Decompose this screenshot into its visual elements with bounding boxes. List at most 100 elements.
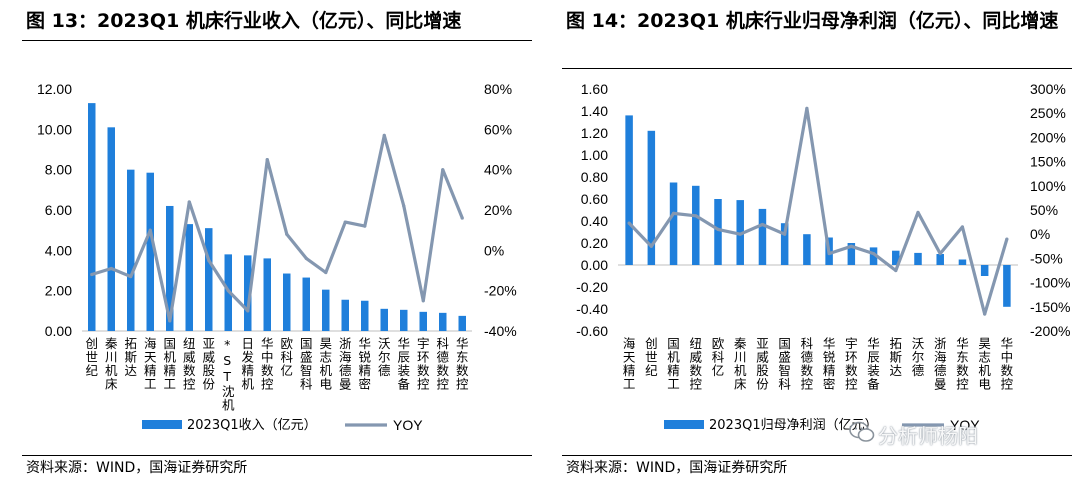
x-tick-label: 国盛智科 [298, 337, 313, 391]
y2-tick-label: 50% [1030, 202, 1058, 218]
x-tick-label: 创世纪 [643, 337, 658, 378]
bar [205, 228, 213, 331]
x-tick-label: 宇环数控 [415, 336, 430, 391]
wechat-icon [849, 421, 875, 442]
yoy-point [168, 319, 172, 323]
yoy-point [460, 216, 464, 220]
legend-swatch-bar [664, 420, 704, 429]
y-tick-label: 0.80 [581, 169, 608, 185]
yoy-point [716, 227, 720, 231]
bar [341, 299, 349, 331]
bar [380, 308, 388, 331]
y2-tick-label: 100% [1030, 178, 1066, 194]
yoy-point [627, 221, 631, 225]
y-tick-label: 0.00 [45, 323, 72, 339]
y2-tick-label: 150% [1030, 154, 1066, 170]
y-tick-label: 2.00 [45, 283, 72, 299]
yoy-line [627, 106, 1009, 316]
yoy-point [187, 200, 191, 204]
x-tick-label: 拓斯达 [122, 337, 137, 378]
x-tick-label: 日发精机 [239, 337, 254, 391]
bar [439, 312, 447, 331]
x-tick-label: 华东数控 [954, 336, 969, 391]
x-tick-label: 昊志机电 [976, 337, 991, 391]
yoy-point [207, 258, 211, 263]
bar [263, 258, 271, 331]
x-tick-label: 秦川机床 [103, 337, 118, 391]
yoy-point [871, 251, 876, 256]
bar [936, 254, 944, 265]
bar [458, 315, 466, 331]
y-tick-label: 0.20 [581, 235, 608, 251]
legend-swatch-bar [142, 420, 182, 429]
y-tick-label: 4.00 [45, 242, 72, 258]
y-tick-label: -0.60 [576, 323, 608, 339]
chart-panel-net-profit: 图 14：2023Q1 机床行业归母净利润（亿元）、同比增速 -0.60 -0.4… [540, 0, 1080, 485]
yoy-point [246, 309, 250, 313]
x-tick-label: 宇环数控 [843, 336, 858, 391]
y2-tick-label: 0% [484, 242, 504, 258]
x-tick-label: 国机精工 [665, 337, 680, 391]
bar [980, 265, 989, 276]
bar [714, 199, 722, 265]
x-tick-label: 亚威股份 [200, 337, 215, 391]
bar [166, 205, 174, 331]
bar [803, 234, 811, 265]
bar [958, 259, 967, 265]
legend-label-bar: 2023Q1归母净利润（亿元） [709, 418, 878, 433]
yoy-point [960, 225, 965, 229]
yoy-point [805, 106, 809, 110]
x-tick-label: 海天精工 [621, 336, 636, 391]
y2-tick-label: 40% [484, 162, 512, 178]
yoy-point [421, 299, 425, 303]
bar [692, 185, 700, 265]
yoy-point [649, 244, 653, 248]
bar [669, 182, 678, 265]
y-tick-label: 1.00 [581, 147, 608, 163]
source-rule [22, 455, 532, 456]
x-tick-label: 沃尔德 [910, 337, 925, 378]
x-tick-label: 华中数控 [259, 336, 274, 391]
y-tick-label: 6.00 [45, 202, 72, 218]
bar [244, 255, 252, 331]
x-tick-label: 科德数控 [434, 337, 449, 391]
x-tick-label: 华东数控 [454, 336, 469, 391]
yoy-point [304, 256, 308, 260]
x-tick-label: 华锐精密 [356, 336, 371, 391]
y2-tick-label: -150% [1030, 299, 1070, 315]
chart-title: 图 14：2023Q1 机床行业归母净利润（亿元）、同比增速 [566, 10, 1059, 32]
yoy-point [129, 274, 133, 279]
bar [283, 273, 291, 331]
x-tick-label: 创世纪 [83, 337, 98, 378]
bar [869, 247, 878, 265]
x-tick-label: 华辰装备 [865, 336, 880, 391]
bar [914, 252, 922, 265]
y-tick-label: 8.00 [45, 162, 72, 178]
x-tick-label: 拓斯达 [887, 337, 902, 378]
bar [625, 115, 633, 266]
yoy-point [285, 232, 289, 236]
bar [892, 250, 900, 265]
revenue-chart: 0.00 2.00 4.00 6.00 8.00 10.00 12.00 -40% -20% 0%… [37, 81, 517, 433]
y2-tick-label: 300% [1030, 81, 1066, 97]
title-rule [22, 40, 532, 41]
yoy-point [226, 289, 230, 293]
legend-label-line: YOY [950, 417, 980, 433]
x-tick-label: 华中数控 [998, 336, 1013, 391]
legend-label-bar: 2023Q1收入（亿元） [187, 418, 317, 433]
y2-tick-label: -40% [484, 323, 517, 339]
y2-tick-label: 80% [484, 81, 512, 97]
bar [647, 130, 656, 265]
legend-label-line: YOY [393, 417, 423, 433]
x-tick-label: 纽威数控 [181, 337, 196, 391]
y2-tick-label: -200% [1030, 323, 1070, 339]
y-tick-label: 0.00 [581, 257, 608, 273]
yoy-point [265, 157, 269, 162]
y-tick-label: 12.00 [37, 81, 72, 97]
yoy-line [91, 133, 464, 323]
x-tick-label: 沃尔德 [376, 337, 391, 378]
y-tick-label: 1.20 [581, 125, 608, 141]
yoy-point [760, 222, 765, 227]
bar [146, 172, 154, 331]
x-tick-label: 欧科亿 [278, 337, 293, 378]
